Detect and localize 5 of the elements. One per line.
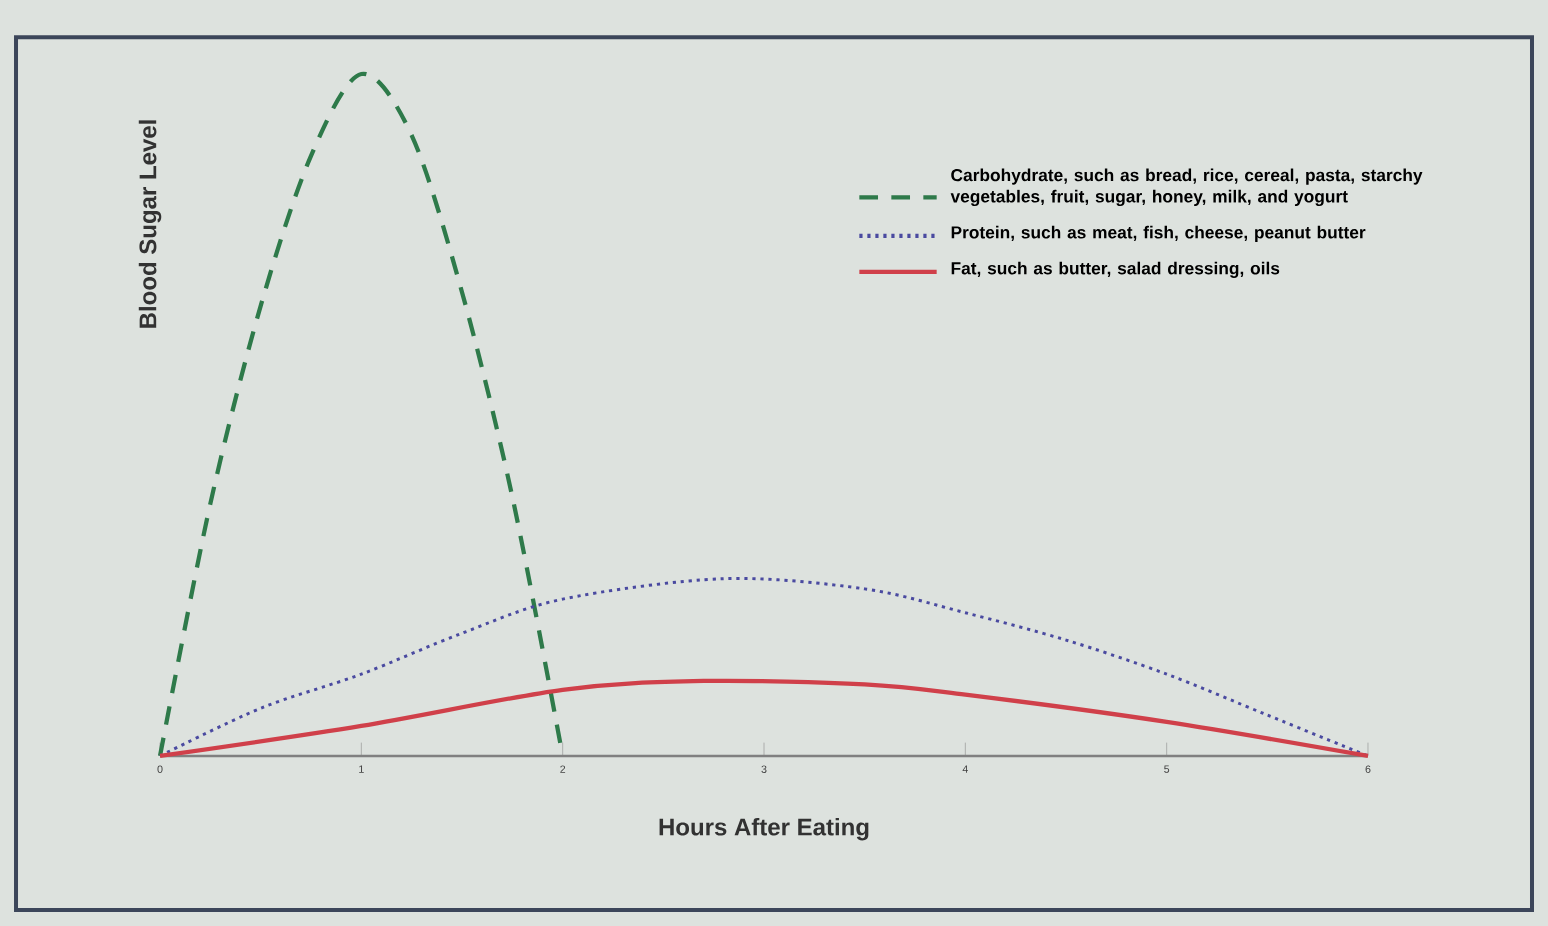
legend-label: Protein, such as meat, fish, cheese, peanut butter [951, 225, 1366, 242]
legend-label: Carbohydrate, such as bread, rice, cereal, pasta, starchy vegetables, fruit, sugar, honey, milk, and yogurt [950, 168, 1423, 207]
y-axis-title: Blood Sugar Level [138, 120, 162, 328]
x-axis-title: Hours After Eating [659, 817, 869, 841]
legend-label: Fat, such as butter, salad dressing, oils [951, 261, 1280, 278]
